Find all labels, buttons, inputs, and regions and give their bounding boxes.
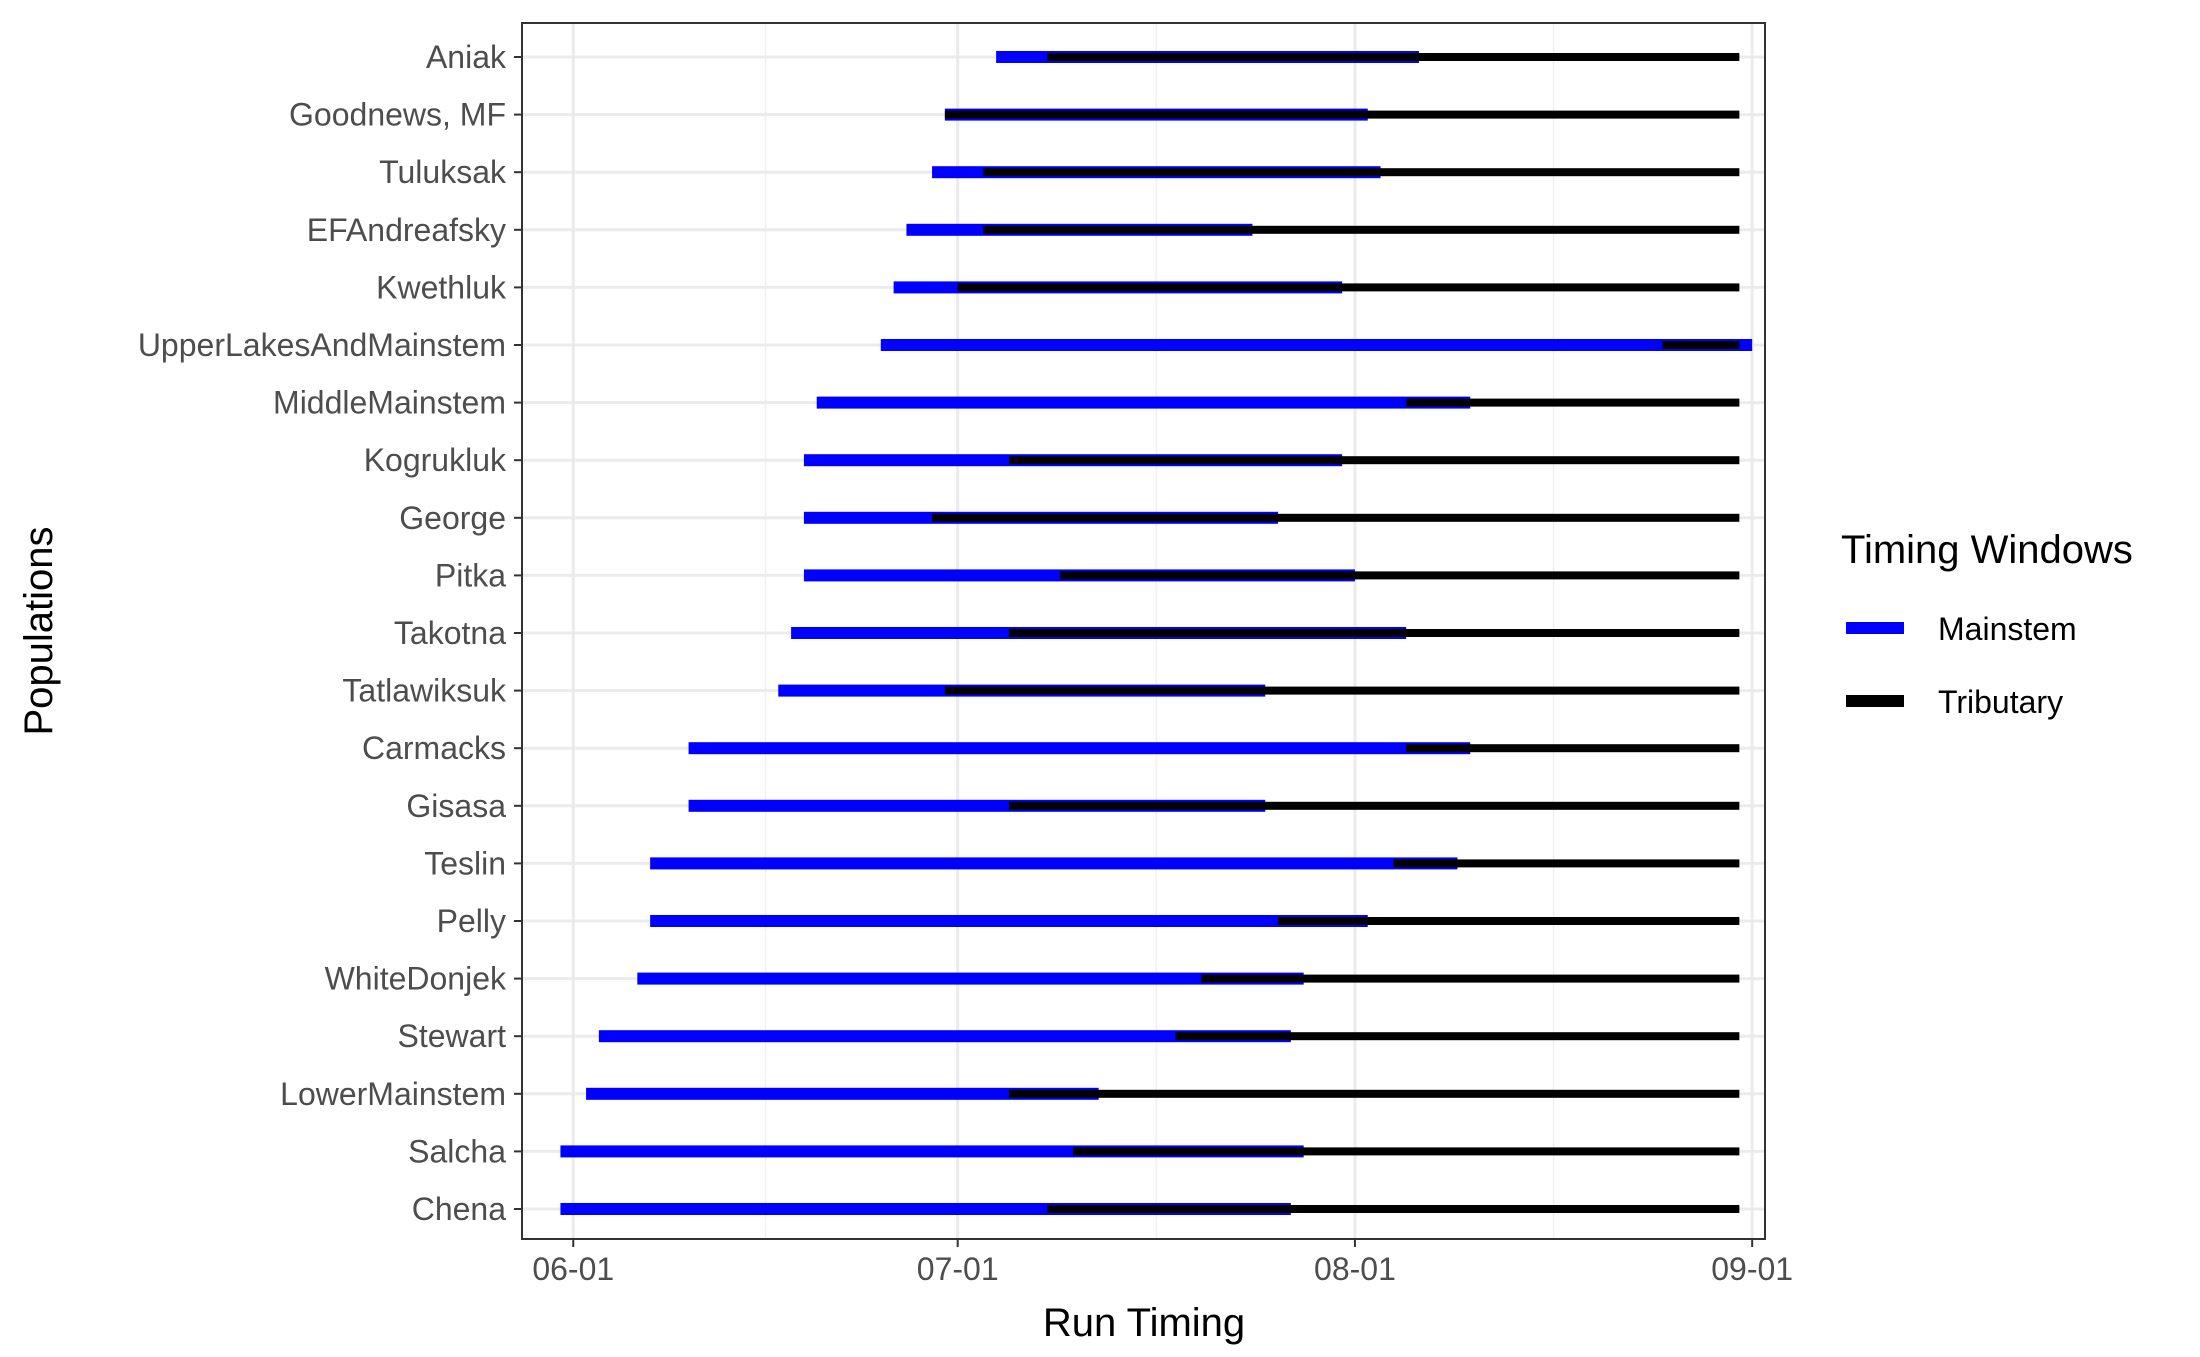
bar-tributary bbox=[1008, 629, 1740, 637]
legend-label-mainstem: Mainstem bbox=[1938, 611, 2077, 647]
bar-tributary bbox=[1201, 974, 1740, 983]
y-tick-label: Stewart bbox=[398, 1018, 507, 1054]
y-tick-label: Salcha bbox=[408, 1133, 506, 1169]
bar-tributary bbox=[1047, 53, 1740, 61]
y-tick-label: Goodnews, MF bbox=[289, 97, 506, 133]
y-tick-label: Gisasa bbox=[406, 788, 506, 824]
legend: Timing Windows Mainstem Tributary bbox=[1841, 528, 2133, 720]
bar-tributary bbox=[983, 168, 1740, 177]
legend-label-tributary: Tributary bbox=[1938, 684, 2063, 720]
bar-mainstem bbox=[637, 972, 1304, 985]
bar-mainstem bbox=[586, 1087, 1099, 1100]
bar-tributary bbox=[1060, 571, 1740, 580]
bar-mainstem bbox=[688, 742, 1471, 755]
y-tick-label: LowerMainstem bbox=[280, 1076, 506, 1112]
bar-tributary bbox=[1406, 744, 1740, 753]
bar-tributary bbox=[1278, 917, 1740, 925]
y-tick-label: Chena bbox=[412, 1191, 507, 1227]
x-axis-title: Run Timing bbox=[1043, 1301, 1245, 1345]
bar-mainstem bbox=[650, 915, 1368, 927]
y-tick-label: Kogrukluk bbox=[364, 442, 507, 478]
y-tick-label: Carmacks bbox=[362, 730, 506, 766]
y-axis-title: Populations bbox=[17, 526, 61, 735]
y-tick-label: Teslin bbox=[424, 845, 506, 881]
y-tick-label: UpperLakesAndMainstem bbox=[138, 327, 506, 363]
bar-tributary bbox=[1008, 456, 1740, 465]
legend-title: Timing Windows bbox=[1841, 528, 2133, 572]
x-tick-label: 09-01 bbox=[1711, 1251, 1793, 1287]
x-axis: 06-01 07-01 08-01 09-01 bbox=[532, 1239, 1793, 1287]
bar-mainstem bbox=[650, 857, 1458, 870]
bar-tributary bbox=[1047, 1205, 1740, 1213]
bar-tributary bbox=[1406, 398, 1740, 407]
bar-tributary bbox=[932, 513, 1740, 522]
y-tick-label: WhiteDonjek bbox=[325, 961, 507, 997]
panel-border bbox=[521, 22, 1766, 1240]
bar-tributary bbox=[1393, 859, 1740, 868]
y-tick-label: Kwethluk bbox=[376, 269, 507, 305]
bar-tributary bbox=[983, 225, 1740, 234]
x-tick-label: 06-01 bbox=[532, 1251, 614, 1287]
bar-tributary bbox=[1662, 341, 1740, 349]
y-tick-label: Tatlawiksuk bbox=[342, 673, 507, 709]
bar-tributary bbox=[1008, 801, 1740, 810]
y-tick-label: MiddleMainstem bbox=[273, 385, 506, 421]
y-tick-label: Pelly bbox=[437, 903, 506, 939]
x-tick-label: 08-01 bbox=[1314, 1251, 1396, 1287]
bar-mainstem bbox=[816, 396, 1471, 409]
bar-tributary bbox=[957, 283, 1740, 292]
y-tick-label: EFAndreafsky bbox=[307, 212, 506, 248]
timing-bars bbox=[560, 51, 1753, 1215]
bar-tributary bbox=[1175, 1032, 1740, 1041]
legend-key-tributary bbox=[1846, 695, 1904, 707]
y-tick-label: Pitka bbox=[435, 557, 506, 593]
y-axis: Aniak Goodnews, MF Tuluksak EFAndreafsky Kwe… bbox=[138, 39, 522, 1227]
bar-tributary bbox=[1073, 1147, 1740, 1156]
bar-tributary bbox=[1008, 1089, 1740, 1098]
y-tick-label: Aniak bbox=[426, 39, 507, 75]
y-tick-label: Tuluksak bbox=[379, 154, 507, 190]
y-tick-label: Takotna bbox=[394, 615, 506, 651]
bar-mainstem bbox=[880, 339, 1753, 351]
bar-tributary bbox=[944, 686, 1740, 695]
bar-mainstem bbox=[598, 1030, 1291, 1043]
bar-tributary bbox=[944, 110, 1740, 119]
x-tick-label: 07-01 bbox=[917, 1251, 999, 1287]
legend-key-mainstem bbox=[1846, 622, 1904, 634]
y-tick-label: George bbox=[399, 500, 506, 536]
